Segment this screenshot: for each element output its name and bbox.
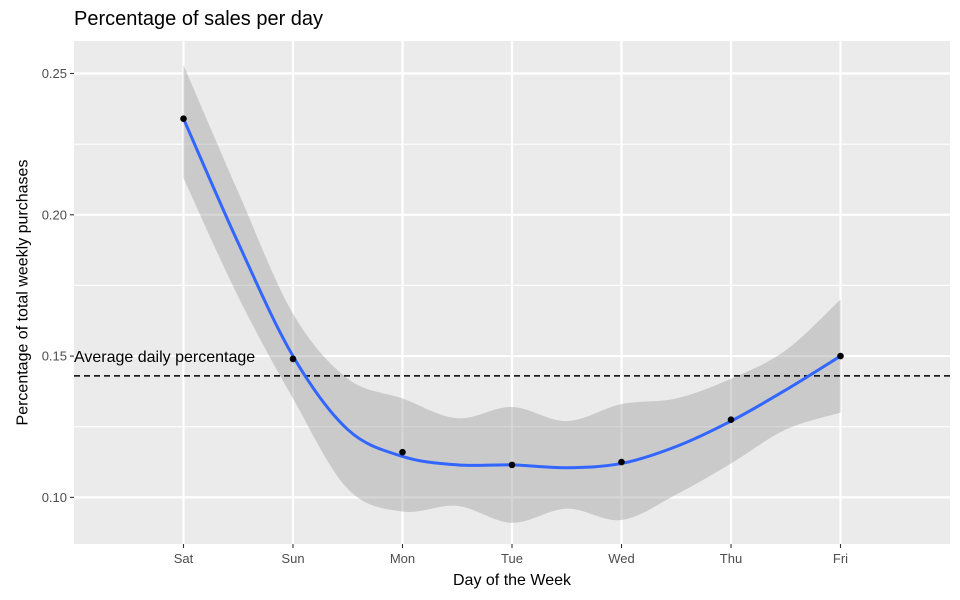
data-point-tue <box>508 461 516 469</box>
x-axis-ticks: Sat Sun Mon Tue Wed Thu Fri <box>174 544 848 566</box>
x-tick-label-mon: Mon <box>390 551 415 566</box>
y-axis-ticks: 0.10 0.15 0.20 0.25 <box>42 66 74 505</box>
y-tick-label-0: 0.10 <box>42 490 67 505</box>
data-points <box>180 115 844 469</box>
y-tick-label-1: 0.15 <box>42 349 67 364</box>
data-point-sun <box>289 355 297 363</box>
confidence-ribbon <box>183 65 841 523</box>
average-label: Average daily percentage <box>74 349 255 366</box>
y-tick-label-3: 0.25 <box>42 66 67 81</box>
data-point-thu <box>727 416 735 423</box>
data-point-mon <box>399 448 406 456</box>
x-tick-label-sun: Sun <box>281 551 304 566</box>
x-axis-title: Day of the Week <box>453 572 572 589</box>
x-tick-label-tue: Tue <box>501 551 523 566</box>
x-tick-label-thu: Thu <box>720 551 742 566</box>
x-tick-label-fri: Fri <box>833 551 848 566</box>
y-axis-title: Percentage of total weekly purchases <box>15 160 32 426</box>
x-tick-label-wed: Wed <box>608 551 635 566</box>
data-point-fri <box>837 352 844 360</box>
y-tick-label-2: 0.20 <box>42 207 67 222</box>
data-point-wed <box>618 458 625 466</box>
data-point-sat <box>180 115 187 123</box>
chart-title: Percentage of sales per day <box>74 8 323 30</box>
x-tick-label-sat: Sat <box>174 551 194 566</box>
major-gridlines <box>74 41 950 544</box>
